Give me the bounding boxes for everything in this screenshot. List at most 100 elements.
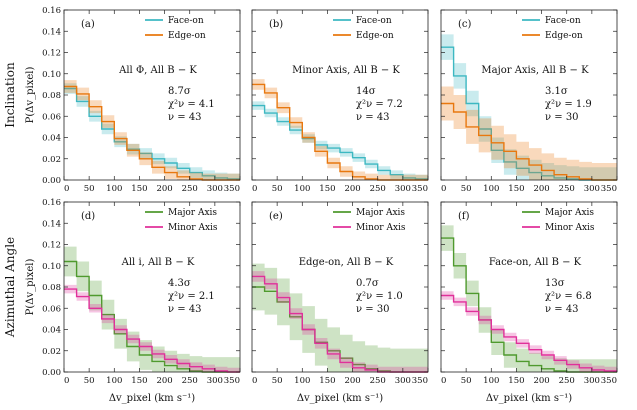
x-tick-label: 150: [131, 376, 147, 386]
x-tick-label: 150: [131, 184, 147, 194]
x-tick-label: 50: [84, 376, 95, 386]
y-tick-label: 0.02: [42, 155, 61, 165]
annotation-subset: All i, All B − K: [121, 257, 195, 268]
x-tick-label: 200: [533, 184, 549, 194]
annotation-dof: ν = 43: [356, 112, 390, 123]
x-tick-label: 250: [559, 184, 575, 194]
x-tick-label: 100: [106, 376, 122, 386]
series-face-on: [64, 87, 240, 180]
annotation-dof: ν = 43: [545, 304, 579, 315]
x-tick-label: 300: [584, 184, 600, 194]
x-tick-label: 0: [441, 376, 446, 386]
panel-b: 0 50 100 150 200 250 300 350 (b) Face-on Edge-on Mi…: [251, 9, 429, 194]
series-major-axis: [252, 286, 428, 373]
y-tick-label: 0.10: [42, 70, 61, 80]
annotation-chi2: χ²ν = 6.8: [545, 291, 592, 302]
y-tick-label: 0.12: [42, 241, 61, 251]
x-tick-label: 50: [272, 376, 283, 386]
annotation-chi2: χ²ν = 1.0: [356, 291, 403, 302]
panel-label: (f): [458, 211, 470, 222]
x-tick-label: 50: [461, 376, 472, 386]
panel-label: (d): [81, 211, 95, 222]
x-tick-label: 350: [412, 376, 428, 386]
x-tick-label: 200: [344, 184, 360, 194]
x-tick-label: 350: [601, 184, 617, 194]
panels-layer: 0 50 100 150 200 250 300 3500.000.020.040.060.0…: [42, 6, 618, 386]
x-tick-label: 350: [601, 376, 617, 386]
band-minor-axis: [441, 291, 617, 372]
annotation-significance: 0.7σ: [356, 278, 379, 289]
y-tick-label: 0.04: [42, 326, 61, 336]
annotation-significance: 4.3σ: [168, 278, 191, 289]
legend-label: Edge-on: [356, 31, 394, 41]
annotation-significance: 3.1σ: [545, 86, 568, 97]
annotation-subset: Minor Axis, All B − K: [292, 65, 400, 76]
band-edge-on: [252, 79, 428, 180]
annotation-subset: Major Axis, All B − K: [481, 65, 589, 76]
xlabel-col2: Δv_pixel (km s⁻¹): [297, 393, 383, 404]
annotation-significance: 14σ: [356, 86, 376, 97]
legend-label: Major Axis: [168, 208, 217, 218]
legend-label: Minor Axis: [356, 223, 406, 233]
x-tick-label: 100: [483, 376, 499, 386]
y-tick-label: 0.10: [42, 262, 61, 272]
x-tick-label: 100: [294, 376, 310, 386]
legend-label: Major Axis: [356, 208, 405, 218]
x-tick-label: 250: [370, 376, 386, 386]
x-tick-label: 200: [156, 376, 172, 386]
series-minor-axis: [64, 288, 240, 373]
x-tick-label: 150: [319, 184, 335, 194]
annotation-chi2: χ²ν = 4.1: [168, 99, 215, 110]
band-major-axis: [441, 225, 617, 372]
y-tick-label: 0.16: [42, 6, 61, 16]
x-tick-label: 200: [344, 376, 360, 386]
x-tick-label: 0: [252, 376, 257, 386]
x-tick-label: 150: [319, 376, 335, 386]
y-tick-label: 0.00: [42, 368, 61, 378]
x-tick-label: 100: [106, 184, 122, 194]
x-tick-label: 250: [370, 184, 386, 194]
ylabel-top: P(Δv_pixel): [25, 67, 36, 124]
ylabel-bottom: P(Δv_pixel): [25, 259, 36, 316]
x-tick-label: 100: [294, 184, 310, 194]
y-tick-label: 0.06: [42, 112, 61, 122]
annotation-significance: 8.7σ: [168, 86, 191, 97]
annotation-chi2: χ²ν = 7.2: [356, 99, 403, 110]
y-tick-label: 0.02: [42, 347, 61, 357]
y-tick-label: 0.06: [42, 304, 61, 314]
panel-label: (e): [269, 211, 283, 222]
series-edge-on: [441, 102, 617, 181]
annotation-subset: Edge-on, All B − K: [299, 257, 394, 268]
band-minor-axis: [252, 271, 428, 372]
series-face-on: [252, 104, 428, 180]
x-tick-label: 50: [461, 184, 472, 194]
legend-label: Minor Axis: [545, 223, 595, 233]
x-tick-label: 300: [207, 376, 223, 386]
x-tick-label: 0: [252, 184, 257, 194]
legend-label: Edge-on: [545, 31, 583, 41]
annotation-subset: All Φ, All B − K: [118, 65, 197, 76]
row-title-azimuthal: Azimuthal Angle: [3, 237, 17, 338]
x-tick-label: 200: [156, 184, 172, 194]
y-tick-label: 0.04: [42, 134, 61, 144]
xlabel-col3: Δv_pixel (km s⁻¹): [486, 393, 572, 404]
legend-label: Face-on: [545, 16, 581, 26]
legend-label: Minor Axis: [168, 223, 218, 233]
panel-f: 0 50 100 150 200 250 300 350 (f) Major Axis Minor …: [440, 201, 618, 386]
x-tick-label: 0: [441, 184, 446, 194]
legend-label: Face-on: [356, 16, 392, 26]
x-tick-label: 0: [64, 376, 69, 386]
x-tick-label: 250: [182, 376, 198, 386]
band-face-on: [252, 101, 428, 180]
row-title-inclination: Inclination: [3, 62, 17, 128]
x-tick-label: 350: [412, 184, 428, 194]
x-tick-label: 300: [395, 184, 411, 194]
legend-label: Edge-on: [168, 31, 206, 41]
y-tick-label: 0.14: [42, 27, 61, 37]
x-tick-label: 150: [508, 376, 524, 386]
annotation-dof: ν = 30: [356, 304, 390, 315]
panel-label: (c): [458, 19, 472, 30]
x-tick-label: 300: [584, 376, 600, 386]
x-tick-label: 350: [224, 184, 240, 194]
annotation-dof: ν = 43: [168, 304, 202, 315]
